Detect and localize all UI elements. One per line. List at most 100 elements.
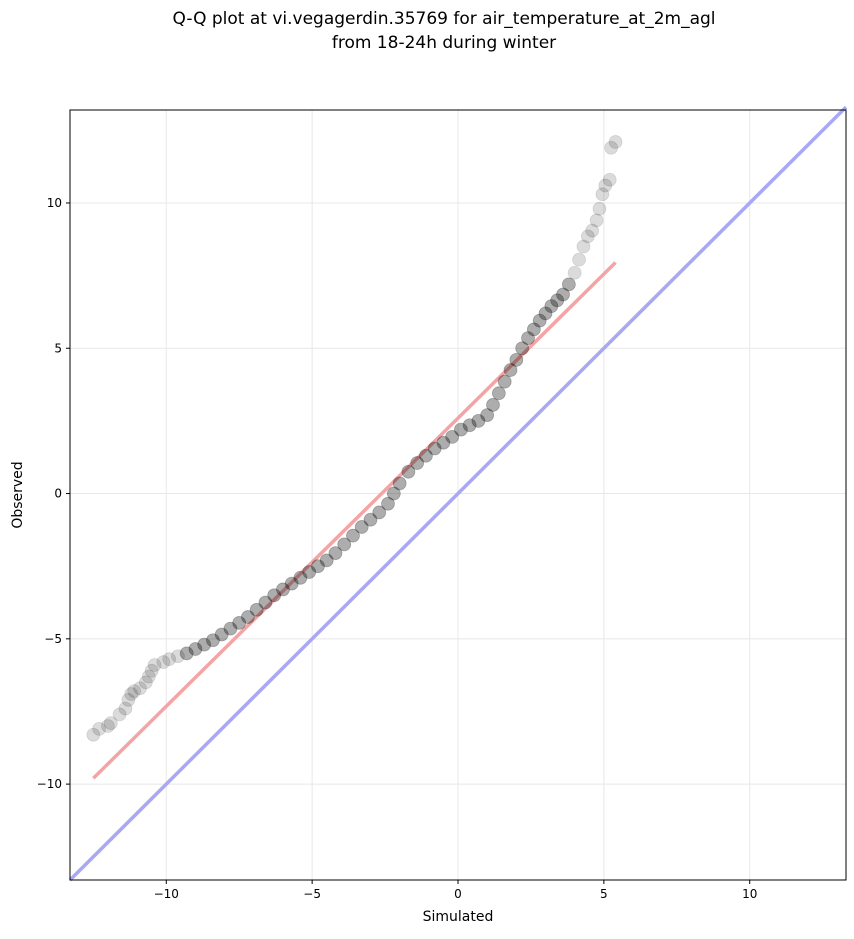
y-tick-label-4: 10 <box>47 196 62 210</box>
x-tick-label-1: −5 <box>303 887 321 901</box>
fit-line <box>92 261 617 780</box>
data-point-64 <box>550 293 565 308</box>
data-point-42 <box>392 476 407 491</box>
data-point-3 <box>103 716 118 730</box>
data-point-65 <box>556 287 570 302</box>
data-point-18 <box>188 642 203 656</box>
chart-title-line-2: from 18-24h during winter <box>332 33 556 53</box>
data-point-20 <box>206 633 220 648</box>
data-point-19 <box>197 637 212 652</box>
data-point-53 <box>486 398 500 412</box>
data-point-30 <box>293 570 308 585</box>
x-tick-label-4: 10 <box>742 887 757 901</box>
data-point-15 <box>162 652 177 667</box>
data-point-28 <box>276 582 290 597</box>
data-point-32 <box>311 559 325 574</box>
data-point-60 <box>526 322 541 337</box>
data-point-24 <box>241 610 255 624</box>
data-point-2 <box>101 719 115 733</box>
data-point-10 <box>138 675 153 690</box>
grid-lines <box>70 110 846 880</box>
data-point-31 <box>302 565 317 579</box>
data-points <box>86 135 623 742</box>
data-point-51 <box>471 414 486 428</box>
data-point-37 <box>354 520 369 534</box>
data-point-5 <box>118 701 133 716</box>
data-point-77 <box>604 140 619 155</box>
x-tick-label-2: 0 <box>454 887 462 901</box>
data-point-21 <box>214 627 229 642</box>
data-point-0 <box>86 727 101 742</box>
data-point-48 <box>445 429 460 444</box>
data-point-75 <box>598 178 613 193</box>
data-point-56 <box>503 363 518 377</box>
data-point-61 <box>532 313 547 328</box>
data-point-46 <box>427 441 442 456</box>
data-point-54 <box>491 386 506 401</box>
fit-line-layer <box>92 261 617 780</box>
x-tick-label-3: 5 <box>600 887 608 901</box>
data-point-43 <box>401 464 416 479</box>
data-point-41 <box>386 486 401 501</box>
y-axis-label: Observed <box>10 461 26 528</box>
data-point-8 <box>127 684 142 699</box>
identity-line-layer <box>68 105 848 882</box>
y-tick-label-1: −5 <box>44 632 62 646</box>
data-point-72 <box>589 213 604 228</box>
data-point-57 <box>509 352 524 367</box>
data-point-29 <box>284 576 299 591</box>
data-point-39 <box>372 505 387 520</box>
data-point-33 <box>319 553 334 568</box>
identity-line <box>68 105 848 882</box>
data-point-25 <box>249 602 264 617</box>
data-point-9 <box>133 681 147 696</box>
data-point-11 <box>141 669 156 684</box>
data-point-70 <box>580 229 595 244</box>
data-point-55 <box>497 374 512 389</box>
data-point-63 <box>544 299 559 314</box>
y-tick-label-0: −10 <box>37 777 62 791</box>
data-point-22 <box>223 621 238 636</box>
data-point-40 <box>381 496 395 511</box>
data-point-12 <box>144 663 159 678</box>
y-tick-label-3: 5 <box>54 341 62 355</box>
y-tick-label-2: 0 <box>54 487 62 501</box>
data-point-45 <box>419 448 433 463</box>
data-point-26 <box>258 595 273 610</box>
data-point-1 <box>92 722 107 736</box>
data-point-6 <box>121 692 136 707</box>
chart-title-line-1: Q-Q plot at vi.vegagerdin.35769 for air_… <box>172 9 715 29</box>
data-point-62 <box>538 306 553 321</box>
data-point-16 <box>171 649 185 664</box>
data-point-67 <box>567 265 582 280</box>
data-point-36 <box>346 528 360 543</box>
data-point-59 <box>521 331 535 345</box>
data-point-74 <box>595 187 610 202</box>
data-point-49 <box>454 422 468 437</box>
data-point-47 <box>436 435 451 450</box>
data-point-35 <box>337 537 352 552</box>
data-point-68 <box>572 252 586 267</box>
data-point-17 <box>179 646 194 661</box>
data-point-44 <box>410 456 425 470</box>
data-point-14 <box>156 655 171 669</box>
data-point-4 <box>112 707 127 722</box>
data-point-38 <box>363 512 378 527</box>
x-axis-label: Simulated <box>423 909 494 925</box>
data-point-34 <box>328 546 343 561</box>
data-point-13 <box>147 658 162 672</box>
axis-ticks: −10 −5 0 5 10 −10 −5 0 5 10 <box>37 196 758 901</box>
data-point-66 <box>561 277 576 292</box>
data-point-58 <box>515 341 530 356</box>
data-point-27 <box>267 588 282 603</box>
data-point-52 <box>480 408 495 422</box>
data-point-71 <box>585 223 600 238</box>
data-point-73 <box>592 201 607 216</box>
x-tick-label-0: −10 <box>154 887 179 901</box>
data-point-23 <box>232 615 247 630</box>
data-point-69 <box>576 239 591 254</box>
data-point-78 <box>608 135 623 149</box>
data-point-50 <box>462 418 477 433</box>
